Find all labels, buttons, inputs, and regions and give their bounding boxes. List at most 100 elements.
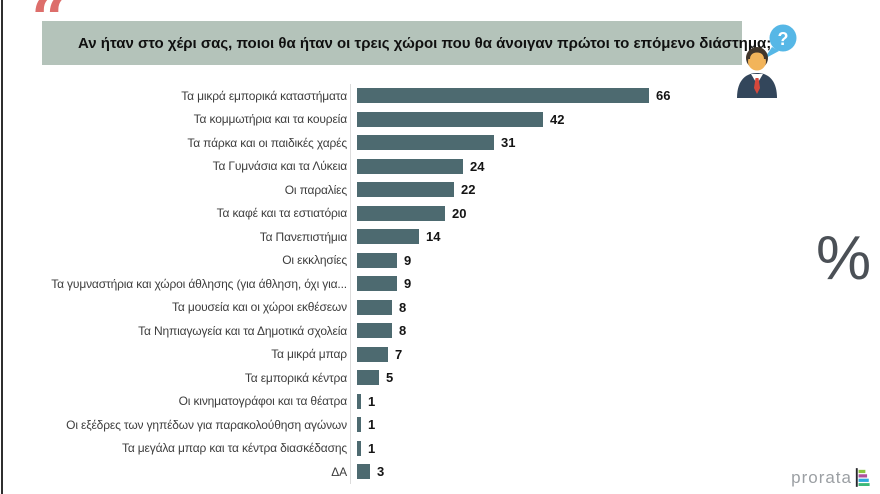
category-label: Οι κινηματογράφοι και τα θέατρα	[178, 394, 348, 409]
value-label: 20	[452, 205, 467, 221]
bar-track: 8	[350, 319, 748, 343]
category-label: Τα εμπορικά κέντρα	[244, 370, 347, 385]
logo-axis-bar	[855, 468, 858, 487]
value-label: 3	[377, 464, 385, 480]
bar-track: 7	[350, 342, 748, 366]
bar-track: 3	[350, 460, 748, 484]
category-label: Οι παραλίες	[284, 182, 347, 197]
value-label: 1	[368, 393, 376, 409]
bar-row: Οι παραλίες 22	[0, 178, 748, 202]
bar-row: Τα γυμναστήρια και χώροι άθλησης (για άθ…	[0, 272, 748, 296]
bar-chart: Τα μικρά εμπορικά καταστήματα 66 Τα κομμωτ…	[0, 84, 748, 484]
category-label: Τα Γυμνάσια και τα Λύκεια	[212, 159, 348, 174]
bar-track: 66	[350, 84, 748, 108]
bar	[357, 346, 388, 362]
logo-bar-blue	[858, 478, 869, 482]
bar-row: Τα Γυμνάσια και τα Λύκεια 24	[0, 154, 748, 178]
left-border-line	[1, 0, 3, 494]
category-label: Τα μικρά εμπορικά καταστήματα	[181, 88, 347, 103]
bar-track: 9	[350, 248, 748, 272]
bar	[357, 440, 361, 456]
category-label: Τα μικρά μπαρ	[271, 347, 347, 362]
bar-row: Τα πάρκα και οι παιδικές χαρές 31	[0, 131, 748, 155]
bar	[357, 88, 649, 104]
bar	[357, 182, 454, 198]
value-label: 9	[404, 252, 412, 268]
bar-row: Τα μικρά μπαρ 7	[0, 342, 748, 366]
bar-track: 42	[350, 107, 748, 131]
bar-track: 1	[350, 436, 748, 460]
value-label: 9	[404, 276, 412, 292]
category-label: Τα μουσεία και οι χώροι εκθέσεων	[172, 300, 347, 315]
category-label: Τα Νηπιαγωγεία και τα Δημοτικά σχολεία	[138, 323, 347, 338]
bar-track: 1	[350, 413, 748, 437]
value-label: 8	[399, 299, 407, 315]
bar	[357, 299, 392, 315]
category-label: Τα Πανεπιστήμια	[259, 229, 347, 244]
bar	[357, 370, 379, 386]
logo-bar-magenta	[858, 474, 868, 478]
question-title-box: Αν ήταν στο χέρι σας, ποιοι θα ήταν οι τ…	[42, 21, 771, 65]
bar	[357, 158, 463, 174]
value-label: 8	[399, 323, 407, 339]
category-label: ΔΑ	[331, 464, 347, 479]
bar	[357, 229, 419, 245]
bar-rows: Τα μικρά εμπορικά καταστήματα 66 Τα κομμωτ…	[0, 84, 748, 484]
prorata-logo-icon	[855, 468, 870, 487]
bar-track: 24	[350, 154, 748, 178]
bar-track: 14	[350, 225, 748, 249]
bar-track: 9	[350, 272, 748, 296]
speech-bubble	[769, 24, 797, 52]
value-label: 1	[368, 417, 376, 433]
logo-bar-teal	[858, 483, 870, 486]
category-label: Τα πάρκα και οι παιδικές χαρές	[187, 135, 347, 150]
bar	[357, 205, 445, 221]
bar	[357, 135, 494, 151]
value-label: 24	[470, 158, 485, 174]
value-label: 66	[656, 88, 671, 104]
bar-track: 22	[350, 178, 748, 202]
value-label: 22	[461, 182, 476, 198]
bar-track: 5	[350, 366, 748, 390]
bar-row: Τα μεγάλα μπαρ και τα κέντρα διασκέδασης…	[0, 436, 748, 460]
category-label: Οι εξέδρες των γηπέδων για παρακολούθηση…	[66, 417, 347, 432]
bar-track: 31	[350, 131, 748, 155]
bar	[357, 276, 397, 292]
bar	[357, 252, 397, 268]
category-label: Τα κομμωτήρια και τα κουρεία	[193, 112, 347, 127]
bar-row: Τα εμπορικά κέντρα 5	[0, 366, 748, 390]
bar-row: Οι εξέδρες των γηπέδων για παρακολούθηση…	[0, 413, 748, 437]
bar-track: 8	[350, 295, 748, 319]
bar-row: Τα μουσεία και οι χώροι εκθέσεων 8	[0, 295, 748, 319]
person-question-icon: ?	[737, 24, 797, 98]
bar	[357, 111, 543, 127]
bar-row: ΔΑ 3	[0, 460, 748, 484]
category-label: Τα μεγάλα μπαρ και τα κέντρα διασκέδασης	[121, 441, 347, 456]
category-label: Τα καφέ και τα εστιατόρια	[216, 206, 348, 221]
bar-row: Τα Πανεπιστήμια 14	[0, 225, 748, 249]
value-label: 31	[501, 135, 516, 151]
bar-row: Τα κομμωτήρια και τα κουρεία 42	[0, 107, 748, 131]
bar-track: 1	[350, 389, 748, 413]
value-label: 5	[386, 370, 394, 386]
prorata-logo-text: prorata	[791, 467, 852, 487]
bar-row: Τα Νηπιαγωγεία και τα Δημοτικά σχολεία 8	[0, 319, 748, 343]
bar-row: Τα καφέ και τα εστιατόρια 20	[0, 201, 748, 225]
bar-row: Οι εκκλησίες 9	[0, 248, 748, 272]
bubble-question-mark: ?	[778, 29, 789, 49]
person-hair-fringe	[747, 49, 767, 59]
bar	[357, 464, 370, 480]
bar-track: 20	[350, 201, 748, 225]
percent-symbol: %	[816, 224, 872, 293]
category-label: Τα γυμναστήρια και χώροι άθλησης (για άθ…	[51, 276, 347, 291]
value-label: 1	[368, 440, 376, 456]
prorata-logo: prorata	[791, 467, 872, 488]
bar	[357, 323, 392, 339]
question-title: Αν ήταν στο χέρι σας, ποιοι θα ήταν οι τ…	[78, 34, 772, 52]
bar	[357, 393, 361, 409]
person-tie	[754, 78, 760, 94]
person-face	[748, 52, 766, 71]
bar-row: Οι κινηματογράφοι και τα θέατρα 1	[0, 389, 748, 413]
category-label: Οι εκκλησίες	[282, 253, 347, 268]
bar	[357, 417, 361, 433]
